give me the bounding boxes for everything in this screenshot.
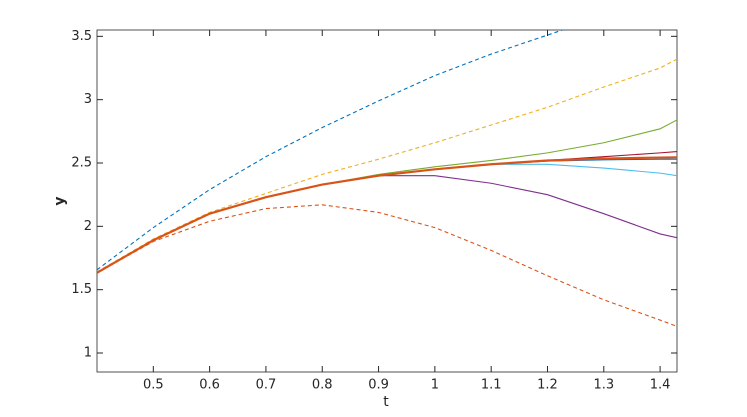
y-tick-label: 3.5 [71, 29, 92, 44]
x-tick-label: 1.3 [593, 378, 614, 393]
y-axis-label: y [52, 196, 68, 205]
series-line [97, 30, 565, 271]
x-tick-label: 1 [431, 378, 439, 393]
x-tick-label: 1.4 [650, 378, 671, 393]
y-tick-label: 2 [84, 219, 92, 234]
series-line [97, 204, 677, 327]
y-tick-label: 1 [84, 346, 92, 361]
x-axis-label: t [383, 394, 389, 410]
series-line [97, 156, 677, 274]
x-tick-label: 1.1 [481, 378, 502, 393]
x-tick-label: 1.2 [537, 378, 558, 393]
y-tick-label: 3 [84, 92, 92, 107]
x-tick-label: 0.8 [312, 378, 333, 393]
x-tick-label: 0.7 [256, 378, 277, 393]
axes-box [96, 29, 678, 373]
y-tick-label: 1.5 [71, 282, 92, 297]
x-tick-label: 0.9 [368, 378, 389, 393]
x-tick-label: 0.6 [199, 378, 220, 393]
x-tick-label: 0.5 [143, 378, 164, 393]
y-tick-label: 2.5 [71, 156, 92, 171]
plot-lines [97, 30, 677, 327]
